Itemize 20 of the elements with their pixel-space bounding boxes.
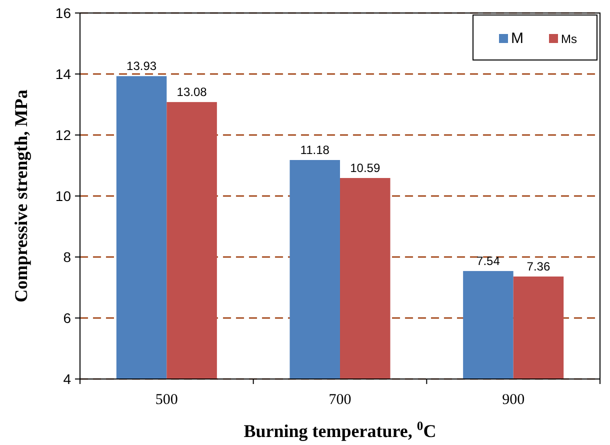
legend-label: Ms xyxy=(561,32,577,46)
y-tick-label: 6 xyxy=(63,310,72,326)
data-label: 13.93 xyxy=(126,59,157,74)
data-label: 7.54 xyxy=(476,254,500,268)
x-tick-label: 700 xyxy=(328,392,352,408)
data-label: 10.59 xyxy=(350,161,380,176)
data-label: 11.18 xyxy=(300,143,330,158)
data-label: 13.08 xyxy=(176,85,208,100)
legend-label: M xyxy=(511,30,524,47)
y-tick-label: 14 xyxy=(55,66,72,82)
y-tick-label: 16 xyxy=(55,5,72,21)
y-axis-title: Compressive strength, MPa xyxy=(11,90,31,302)
x-tick-label: 900 xyxy=(502,392,525,408)
x-axis-title: Burning temperature, $^{0}$C xyxy=(244,419,436,441)
y-tick-label: 10 xyxy=(55,188,72,204)
data-label: 7.36 xyxy=(526,260,550,274)
y-tick-label: 12 xyxy=(55,127,72,143)
x-tick-label: 500 xyxy=(155,392,178,408)
y-tick-label: 4 xyxy=(63,371,72,387)
y-tick-label: 8 xyxy=(63,249,72,265)
